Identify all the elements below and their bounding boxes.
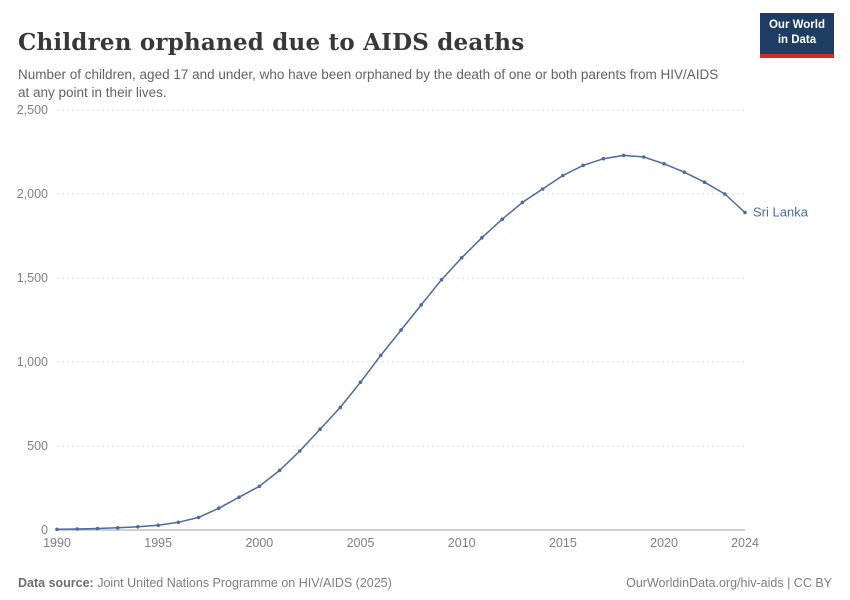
data-point[interactable] [662,162,666,166]
chart-footer: Data source: Joint United Nations Progra… [18,576,832,590]
data-point[interactable] [459,256,464,260]
owid-logo-line2: in Data [777,33,817,46]
data-point[interactable] [702,180,707,184]
data-point[interactable] [379,353,383,358]
owid-logo-line1: Our World [768,19,825,31]
x-tick-label: 2020 [650,536,678,550]
data-point[interactable] [723,192,727,196]
data-point[interactable] [237,495,241,500]
data-point[interactable] [358,380,363,385]
chart-subtitle: Number of children, aged 17 and under, w… [18,66,719,101]
data-point[interactable] [561,173,565,178]
owid-license-link[interactable]: OurWorldinData.org/hiv-aids | CC BY [626,576,832,590]
data-point[interactable] [682,170,687,174]
data-point[interactable] [439,277,444,282]
y-tick-label: 0 [41,523,48,537]
data-point[interactable] [480,235,484,240]
data-point[interactable] [217,506,221,511]
data-point[interactable] [196,515,201,520]
y-tick-label: 1,000 [17,355,48,369]
data-point[interactable] [642,155,646,159]
data-point[interactable] [338,405,343,410]
data-point[interactable] [540,187,545,191]
data-source-text: Joint United Nations Programme on HIV/AI… [97,576,392,590]
data-point[interactable] [95,526,100,531]
series-line [56,154,746,531]
series-end-label[interactable]: Sri Lanka [753,204,809,219]
data-point[interactable] [520,200,525,205]
data-point[interactable] [500,217,505,221]
chart-area[interactable]: 0 500 1,000 1,500 2,000 2,500 1990 1995 2000 2005… [0,88,850,566]
data-point[interactable] [581,163,585,168]
data-point[interactable] [257,484,262,489]
data-source: Data source: Joint United Nations Progra… [18,576,392,590]
data-point[interactable] [601,156,606,161]
data-point[interactable] [277,468,282,473]
data-point[interactable] [176,520,181,525]
data-point[interactable] [419,303,424,307]
x-tick-label: 1990 [43,536,71,550]
x-tick-label: 2005 [347,536,375,550]
line-chart-svg[interactable]: 0 500 1,000 1,500 2,000 2,500 1990 1995 2000 2005… [0,88,850,566]
owid-logo[interactable]: Our World in Data [759,13,834,58]
data-point[interactable] [55,527,59,532]
y-tick-label: 2,000 [17,187,48,201]
x-tick-label: 1995 [144,536,172,550]
data-point[interactable] [318,427,322,432]
x-tick-label: 2024 [731,536,759,550]
y-tick-label: 1,500 [17,271,48,285]
data-point[interactable] [621,153,626,158]
data-point[interactable] [115,526,120,530]
x-tick-label: 2010 [448,536,476,550]
data-source-label: Data source: [18,576,94,590]
data-point[interactable] [136,525,140,529]
data-point[interactable] [743,210,747,215]
x-tick-label: 2015 [549,536,577,550]
y-tick-label: 500 [27,439,48,453]
data-point[interactable] [75,527,79,531]
x-tick-label: 2000 [245,536,273,550]
data-point[interactable] [156,523,160,528]
y-tick-label: 2,500 [17,103,48,117]
page-title: Children orphaned due to AIDS deaths [18,29,525,57]
data-point[interactable] [399,328,403,332]
data-point[interactable] [298,449,302,453]
